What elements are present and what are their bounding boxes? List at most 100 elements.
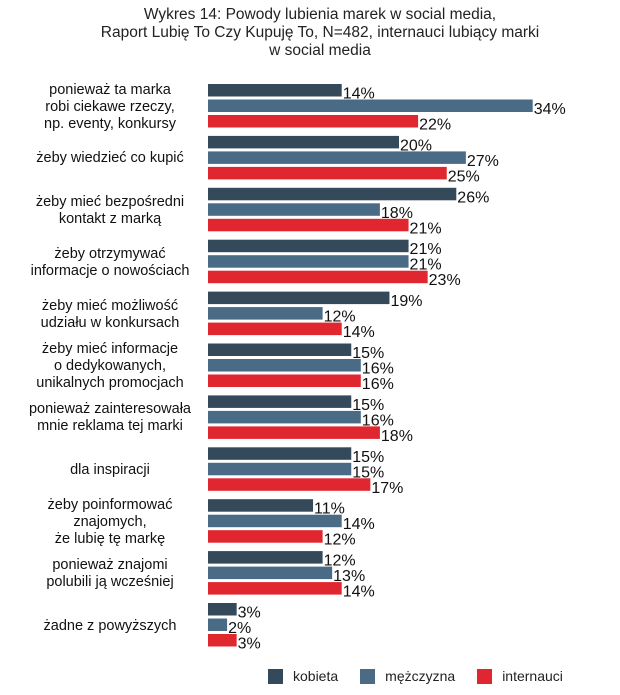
legend-swatch xyxy=(360,668,376,684)
bar-internauci xyxy=(208,478,371,491)
category-label-line: znajomych, xyxy=(73,513,147,530)
category-label-line: żeby mieć bezpośredni xyxy=(35,193,185,210)
data-label: 25% xyxy=(448,168,480,185)
bar-internauci xyxy=(208,582,342,595)
data-label: 21% xyxy=(410,241,442,258)
data-label: 18% xyxy=(381,428,413,445)
bar-kobieta xyxy=(208,84,342,97)
chart-title: Wykres 14: Powody lubienia marek w socia… xyxy=(40,6,600,60)
legend-item-mezczyzna: mężczyzna xyxy=(360,668,455,684)
bar-kobieta xyxy=(208,239,409,253)
data-label: 20% xyxy=(400,137,432,154)
category-label: ponieważ znajomi polubili ją wcześniej xyxy=(20,545,200,603)
category-label-line: że lubię tę markę xyxy=(54,530,166,547)
legend-swatch xyxy=(268,668,283,684)
legend-label: kobieta xyxy=(293,668,339,684)
category-label-line: udziału w konkursach xyxy=(40,314,180,331)
data-label: 16% xyxy=(362,376,394,393)
data-label: 2% xyxy=(228,620,251,637)
bar-mężczyzna xyxy=(208,359,361,372)
bar-internauci xyxy=(208,166,447,180)
category-label: ponieważ zainteresowała mnie reklama tej … xyxy=(20,389,200,447)
category-label: żeby mieć informacje o dedykowanych, unika… xyxy=(20,338,200,396)
data-label: 14% xyxy=(343,86,375,103)
bar-mężczyzna xyxy=(208,255,409,268)
bar-mężczyzna xyxy=(208,410,361,424)
data-label: 12% xyxy=(324,532,356,549)
bar-kobieta xyxy=(208,551,323,564)
data-label: 3% xyxy=(238,636,261,653)
bar-kobieta xyxy=(208,499,314,512)
bar-internauci xyxy=(208,374,361,387)
data-label: 34% xyxy=(534,101,566,118)
data-label: 15% xyxy=(352,397,384,414)
category-label: żeby wiedzieć co kupić xyxy=(20,130,200,188)
data-label: 15% xyxy=(352,449,384,466)
category-label-line: dla inspiracji xyxy=(70,461,150,478)
bar-internauci xyxy=(208,115,419,128)
legend-item-internauci: internauci xyxy=(477,668,563,684)
data-label: 21% xyxy=(410,257,442,274)
category-label-line: unikalnych promocjach xyxy=(36,375,184,391)
bar-internauci xyxy=(208,426,380,439)
data-label: 26% xyxy=(457,189,489,206)
legend-label: internauci xyxy=(502,668,563,684)
data-label: 12% xyxy=(324,553,356,570)
category-label-line: polubili ją wcześniej xyxy=(46,574,174,591)
data-label: 18% xyxy=(381,205,413,222)
data-label: 3% xyxy=(238,605,261,622)
category-label: żadne z powyższych xyxy=(20,597,200,655)
category-label-line: mnie reklama tej marki xyxy=(37,418,183,435)
data-label: 16% xyxy=(362,361,394,378)
bar-mężczyzna xyxy=(208,307,323,320)
data-label: 15% xyxy=(352,464,384,481)
title-line: Wykres 14: Powody lubienia marek w socia… xyxy=(143,6,497,23)
bar-kobieta xyxy=(208,187,457,201)
category-label-line: żeby mieć informacje xyxy=(41,341,179,357)
legend-swatch xyxy=(477,668,493,684)
category-label: żeby mieć bezpośredni kontakt z marką xyxy=(20,182,200,240)
data-label: 11% xyxy=(314,501,345,518)
category-label-line: żeby mieć możliwość xyxy=(41,297,179,314)
category-label-line: robi ciekawe rzeczy, xyxy=(45,98,175,115)
title-line: w social media xyxy=(269,42,371,59)
data-label: 16% xyxy=(362,412,394,429)
bar-mężczyzna xyxy=(208,514,342,528)
bar-kobieta xyxy=(208,135,399,149)
bar-mężczyzna xyxy=(208,99,533,112)
category-label: żeby otrzymywać informacje o nowościach xyxy=(20,234,200,292)
category-label-line: żeby otrzymywać xyxy=(54,245,166,262)
bar-internauci xyxy=(208,218,409,232)
bar-mężczyzna xyxy=(208,203,380,216)
bar-internauci xyxy=(208,270,428,284)
category-label: żeby mieć możliwość udziału w konkursach xyxy=(20,286,200,344)
data-label: 27% xyxy=(467,153,499,170)
data-label: 19% xyxy=(390,293,422,310)
data-label: 14% xyxy=(343,584,375,601)
category-label-line: informacje o nowościach xyxy=(30,262,190,279)
category-label-line: np. eventy, konkursy xyxy=(44,115,176,132)
bar-internauci xyxy=(208,634,237,647)
bar-internauci xyxy=(208,530,323,543)
legend-item-kobieta: kobieta xyxy=(268,668,338,684)
legend: kobieta mężczyzna internauci xyxy=(268,668,563,684)
bar-kobieta xyxy=(208,395,352,408)
category-label: dla inspiracji xyxy=(20,441,200,499)
data-label: 13% xyxy=(333,568,365,585)
category-label-line: żeby poinformować xyxy=(47,496,173,513)
bar-mężczyzna xyxy=(208,618,228,631)
data-label: 15% xyxy=(352,345,384,362)
data-label: 21% xyxy=(410,220,442,237)
data-label: 22% xyxy=(419,117,451,134)
bar-mężczyzna xyxy=(208,566,333,580)
legend-label: mężczyzna xyxy=(385,668,456,684)
category-label-line: żadne z powyższych xyxy=(43,617,177,634)
bar-kobieta xyxy=(208,291,390,305)
data-label: 14% xyxy=(343,516,375,533)
bar-kobieta xyxy=(208,603,237,616)
bar-mężczyzna xyxy=(208,151,466,164)
bar-mężczyzna xyxy=(208,462,352,476)
title-line: Raport Lubię To Czy Kupuję To, N=482, in… xyxy=(100,24,540,41)
category-label-line: ponieważ zainteresowała xyxy=(28,401,191,418)
